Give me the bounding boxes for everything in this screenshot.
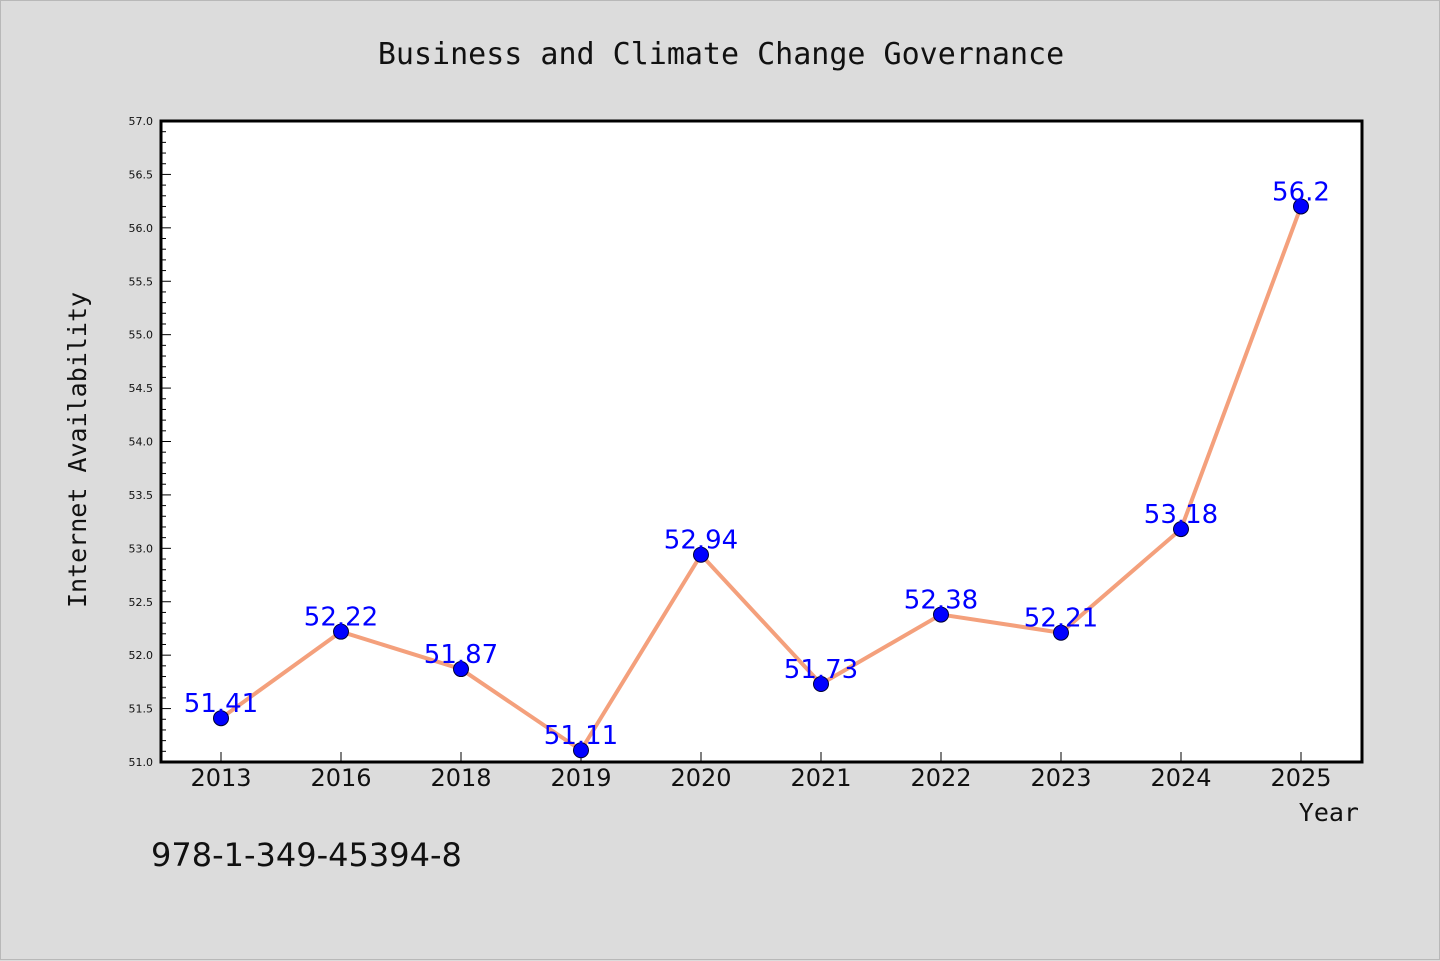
y-tick-label: 52.0: [129, 649, 154, 662]
x-tick-label: 2023: [1030, 764, 1091, 792]
data-point: [1173, 521, 1189, 538]
chart-title: Business and Climate Change Governance: [378, 37, 1064, 72]
x-tick-label: 2019: [550, 764, 611, 792]
data-label: 52.22: [304, 603, 378, 633]
series-line: [219, 205, 1303, 753]
x-tick-label: 2022: [910, 764, 971, 792]
data-point: [333, 623, 349, 640]
plot-area: [161, 121, 1362, 762]
annotation-isbn: 978-1-349-45394-8: [151, 836, 462, 874]
y-tick-label: 56.5: [129, 168, 154, 181]
x-tick-label: 2024: [1150, 764, 1211, 792]
y-tick-label: 53.5: [129, 489, 154, 502]
data-point: [1293, 198, 1309, 215]
y-axis-label: Internet Availability: [63, 292, 92, 608]
y-tick-label: 55.0: [129, 329, 154, 342]
x-tick-label: 2016: [310, 764, 371, 792]
data-point: [1053, 624, 1069, 641]
y-tick-label: 51.5: [129, 703, 154, 716]
data-point: [693, 546, 709, 563]
data-label: 53.18: [1144, 500, 1218, 530]
y-axis-ticks: 51.0 51.5 52.0 52.5 53.0 53.5 54.0 54.5 55.0 55.5…: [129, 115, 171, 769]
y-tick-label: 54.0: [129, 436, 154, 449]
data-label: 51.73: [784, 655, 858, 685]
data-point: [813, 676, 829, 693]
data-point: [453, 661, 469, 678]
data-label: 52.38: [904, 586, 978, 616]
data-point: [573, 742, 589, 759]
data-point: [933, 606, 949, 623]
data-markers: [213, 198, 1309, 759]
data-label: 52.94: [664, 526, 738, 556]
y-tick-label: 52.5: [129, 596, 154, 609]
plot-frame: [159, 119, 1364, 764]
x-tick-label: 2020: [670, 764, 731, 792]
x-axis-ticks: 2013 2016 2018 2019 2020 2021 2022 2023 2024 2025: [190, 752, 1332, 792]
y-tick-label: 54.5: [129, 382, 154, 395]
x-tick-label: 2021: [790, 764, 851, 792]
data-label: 51.41: [184, 689, 258, 719]
data-point: [213, 710, 229, 727]
y-tick-label: 57.0: [129, 115, 154, 128]
data-label: 51.87: [424, 640, 498, 670]
x-tick-label: 2018: [430, 764, 491, 792]
x-axis-label: Year: [1299, 798, 1359, 827]
data-label: 51.11: [544, 721, 618, 751]
y-tick-label: 51.0: [129, 756, 154, 769]
x-tick-label: 2025: [1270, 764, 1331, 792]
data-label: 56.2: [1272, 177, 1330, 207]
data-label: 52.21: [1024, 604, 1098, 634]
y-tick-label: 56.0: [129, 222, 154, 235]
y-tick-label: 53.0: [129, 542, 154, 555]
y-tick-label: 55.5: [129, 275, 154, 288]
data-labels: 51.41 52.22 51.87 51.11 52.94 51.73 52.38 52.21…: [184, 177, 1330, 751]
x-tick-label: 2013: [190, 764, 251, 792]
